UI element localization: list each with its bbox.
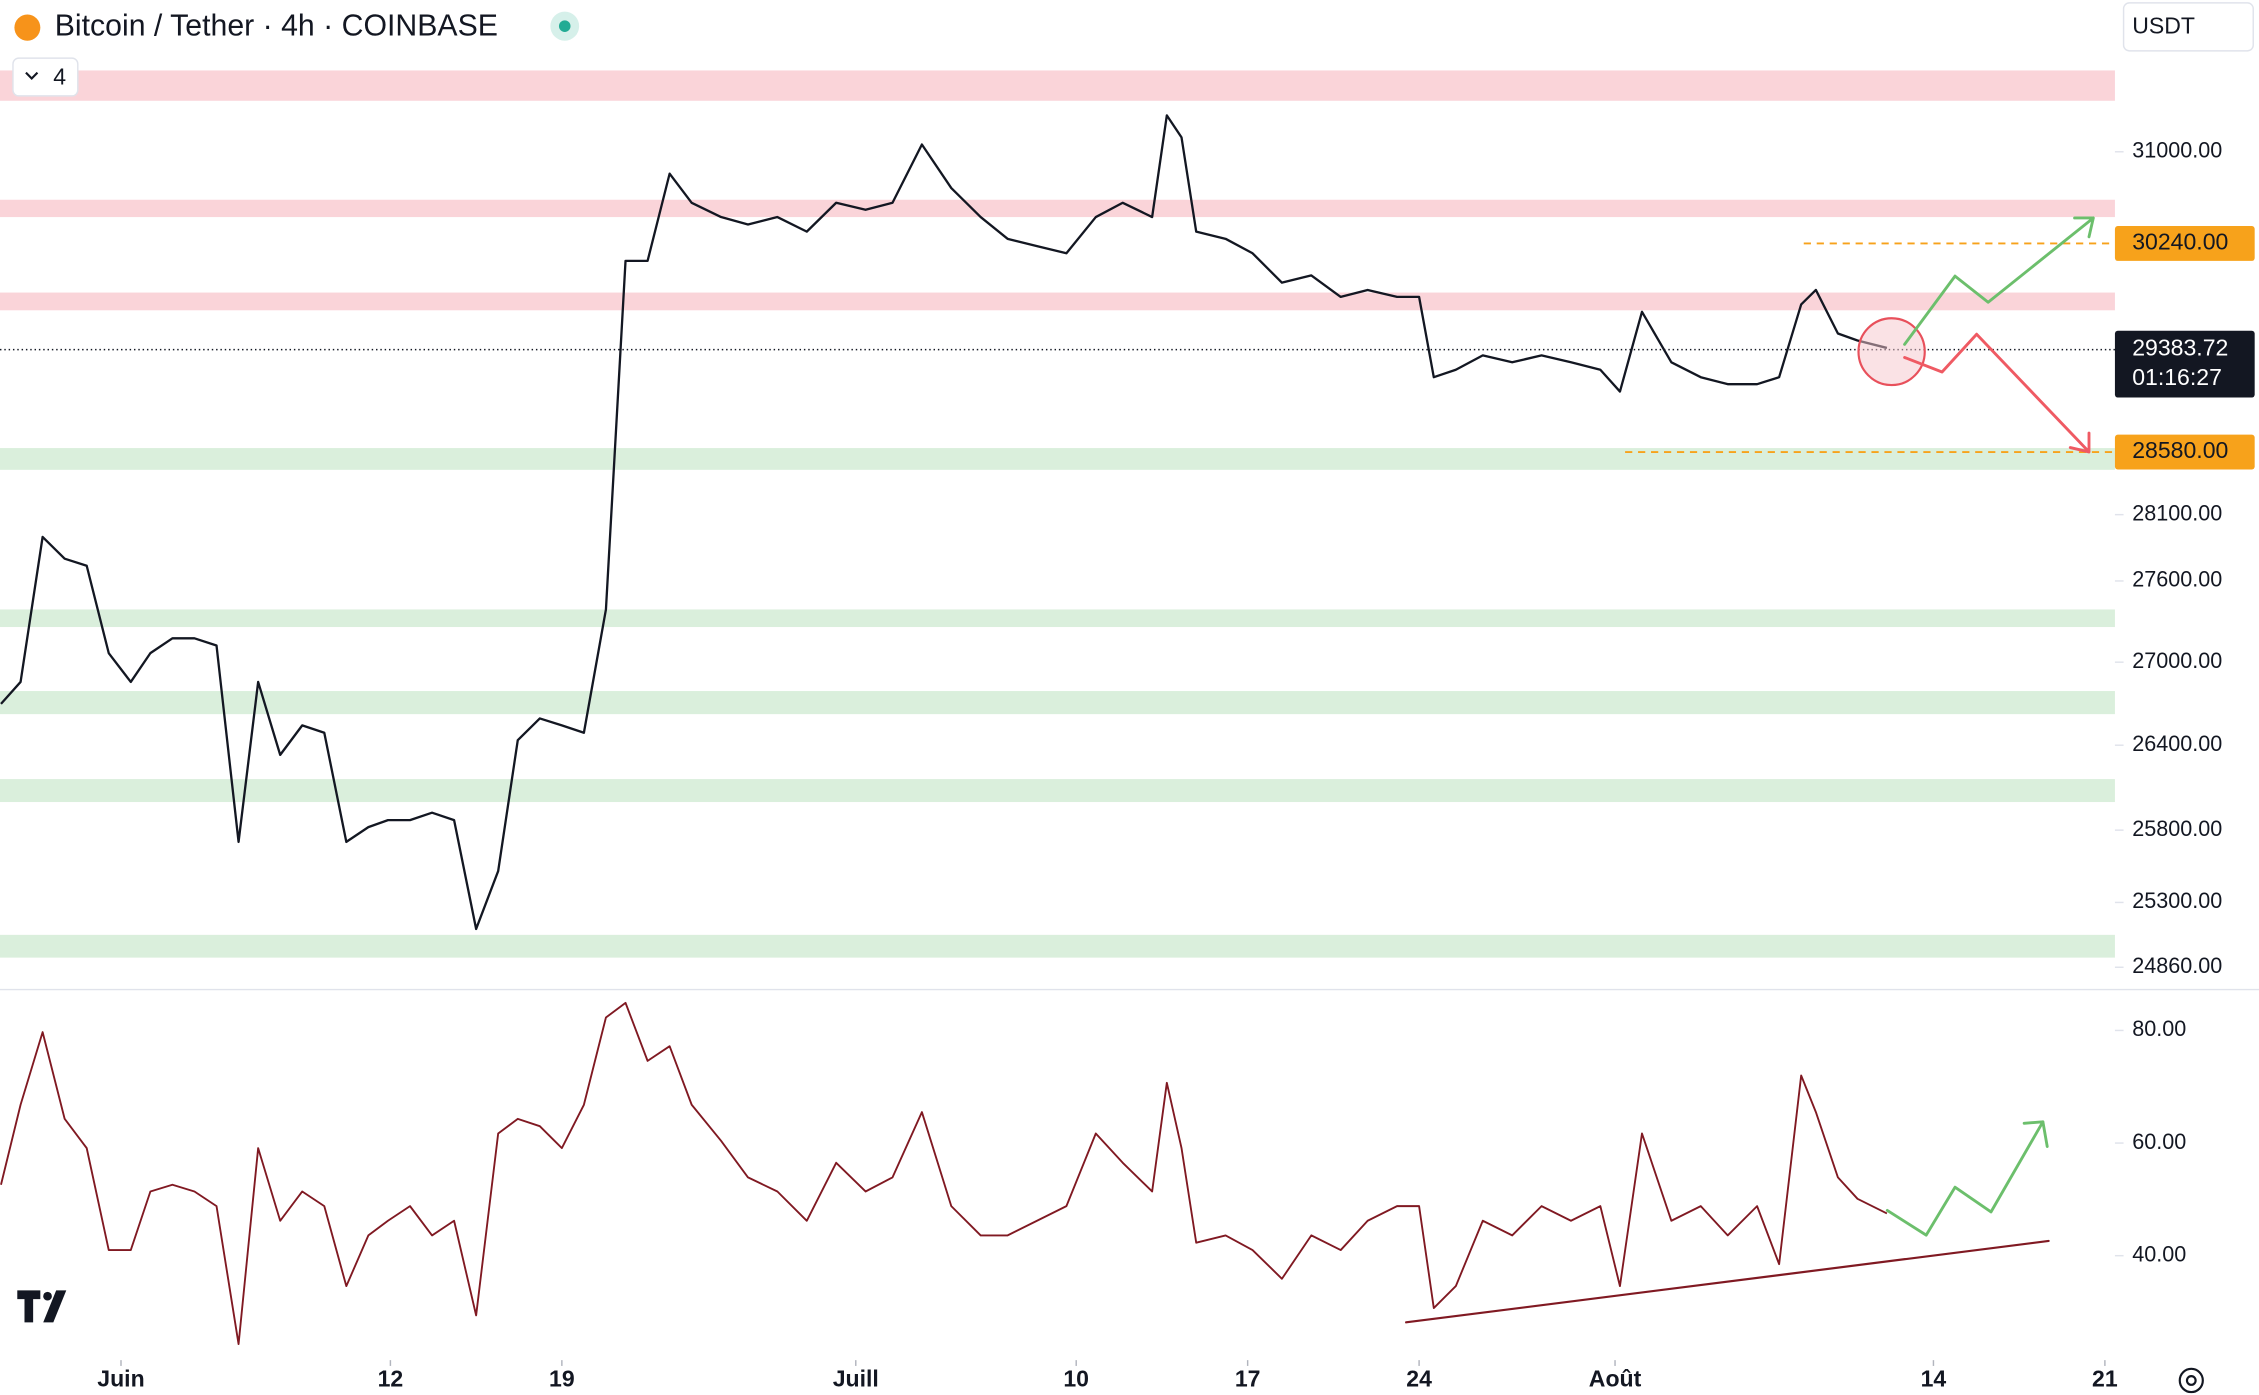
y-tick-label: 26400.00 bbox=[2132, 731, 2222, 756]
indicator-count: 4 bbox=[53, 64, 66, 90]
x-tick-label: 24 bbox=[1406, 1366, 1432, 1392]
y-tick-label: 27000.00 bbox=[2132, 648, 2222, 673]
settings-icon bbox=[2185, 1375, 2197, 1386]
y-tick-label: 60.00 bbox=[2132, 1129, 2186, 1154]
zone bbox=[0, 292, 2115, 311]
x-tick-label: 17 bbox=[1235, 1366, 1261, 1392]
x-tick-label: Juill bbox=[833, 1366, 879, 1392]
y-tick-label: 80.00 bbox=[2132, 1016, 2186, 1041]
symbol-title: Bitcoin / Tether · 4h · COINBASE bbox=[55, 9, 498, 43]
indicators-toggle[interactable] bbox=[12, 57, 79, 97]
market-status-dot bbox=[558, 20, 571, 32]
countdown: 01:16:27 bbox=[2132, 364, 2222, 390]
y-tick-label: 24860.00 bbox=[2132, 953, 2222, 978]
zone bbox=[0, 609, 2115, 628]
level-tag bbox=[2114, 434, 2255, 470]
zone bbox=[0, 934, 2115, 958]
level-tag bbox=[2114, 226, 2255, 261]
level-label: 30240.00 bbox=[2132, 229, 2228, 255]
zone bbox=[0, 199, 2115, 218]
plot-layer: 31000.00 28100.00 27600.00 27000.00 26400.00… bbox=[0, 70, 2255, 1392]
bull-arrow bbox=[1903, 216, 2095, 346]
bear-arrow bbox=[1903, 332, 2091, 454]
y-tick-label: 31000.00 bbox=[2132, 137, 2222, 162]
settings-button[interactable] bbox=[2178, 1367, 2204, 1394]
tv-logo bbox=[17, 1290, 67, 1323]
zone bbox=[0, 691, 2115, 715]
y-tick-label: 25800.00 bbox=[2132, 816, 2222, 841]
btc-icon bbox=[14, 14, 41, 41]
y-tick-label: 40.00 bbox=[2132, 1241, 2186, 1266]
x-tick-label: 19 bbox=[549, 1366, 575, 1392]
x-tick-label: 12 bbox=[378, 1366, 404, 1392]
series-line bbox=[0, 1001, 1888, 1346]
zone bbox=[0, 448, 2115, 470]
x-tick-label: 14 bbox=[1921, 1366, 1947, 1392]
x-tick-label: Juin bbox=[97, 1366, 144, 1392]
y-tick-label: 28100.00 bbox=[2132, 500, 2222, 525]
zone bbox=[0, 779, 2115, 803]
x-tick-label: 10 bbox=[1063, 1366, 1089, 1392]
rsi-arrow bbox=[1885, 1120, 2049, 1237]
rsi-trendline bbox=[1405, 1239, 2050, 1324]
x-tick-label: Août bbox=[1589, 1366, 1642, 1392]
focus-circle bbox=[1857, 317, 1926, 387]
last-price-label: 29383.72 bbox=[2132, 335, 2228, 361]
y-tick-label: 27600.00 bbox=[2132, 567, 2222, 592]
zone bbox=[0, 70, 2115, 101]
y-tick-label: 25300.00 bbox=[2132, 888, 2222, 913]
level-label: 28580.00 bbox=[2132, 437, 2228, 463]
series-line bbox=[0, 114, 1888, 931]
annotations bbox=[1405, 216, 2095, 1324]
last-price-tag bbox=[2114, 330, 2255, 398]
chevron bbox=[25, 71, 39, 81]
currency-select[interactable] bbox=[2122, 2, 2254, 52]
x-tick-label: 21 bbox=[2092, 1366, 2118, 1392]
currency: USDT bbox=[2132, 13, 2195, 39]
